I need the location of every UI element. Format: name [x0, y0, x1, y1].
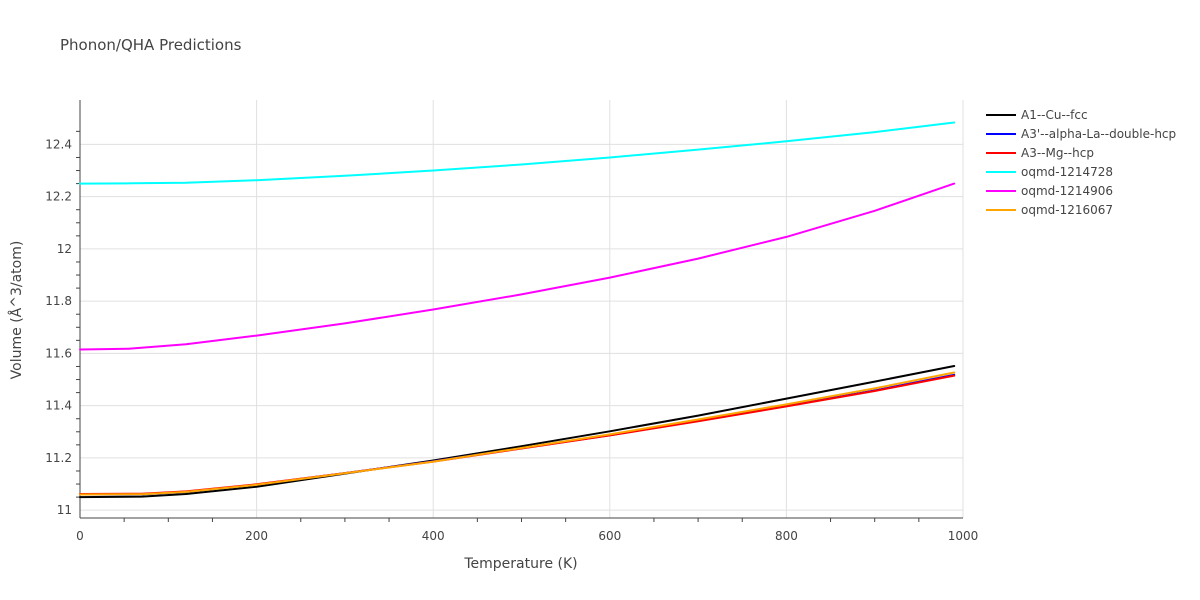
legend-item[interactable]: A1--Cu--fcc: [986, 108, 1088, 122]
series-line-A1--Cu--fcc: [79, 365, 956, 499]
y-tick-labels: 11 11.2 11.4 11.6 11.8 12 12.2 12.4: [45, 137, 72, 517]
y-tick-label: 12.4: [45, 137, 72, 151]
y-tick-label: 11.2: [45, 451, 72, 465]
y-axis-label: Volume (Å^3/atom): [8, 241, 25, 380]
x-tick-label: 200: [245, 529, 268, 543]
x-tick-label: 400: [422, 529, 445, 543]
x-tick-label: 0: [76, 529, 84, 543]
legend-item[interactable]: A3--Mg--hcp: [986, 146, 1094, 160]
legend-label: A1--Cu--fcc: [1021, 108, 1088, 122]
chart-title: Phonon/QHA Predictions: [60, 36, 242, 54]
grid: [80, 100, 964, 518]
legend-item[interactable]: oqmd-1214728: [986, 165, 1113, 179]
x-tick-labels: 0 200 400 600 800 1000: [76, 529, 978, 543]
series-line-oqmd-1214906: [79, 182, 956, 351]
y-tick-label: 12.2: [45, 190, 72, 204]
x-axis-label: Temperature (K): [463, 556, 577, 572]
series-line-oqmd-1214728: [79, 121, 956, 185]
legend-label: oqmd-1214906: [1021, 184, 1113, 198]
y-tick-label: 11.4: [45, 399, 72, 413]
y-tick-label: 11.6: [45, 346, 72, 360]
y-tick-label: 12: [57, 242, 72, 256]
x-tick-label: 1000: [948, 529, 979, 543]
y-tick-label: 11.8: [45, 294, 72, 308]
x-tick-label: 800: [775, 529, 798, 543]
series-line-A3--Mg--hcp: [79, 374, 956, 495]
x-tick-label: 600: [598, 529, 621, 543]
legend-label: A3'--alpha-La--double-hcp: [1021, 127, 1176, 141]
legend-label: oqmd-1216067: [1021, 203, 1113, 217]
legend-item[interactable]: oqmd-1214906: [986, 184, 1113, 198]
legend-label: oqmd-1214728: [1021, 165, 1113, 179]
legend: A1--Cu--fcc A3'--alpha-La--double-hcp A3--…: [986, 108, 1176, 217]
series-line-oqmd-1216067: [79, 371, 956, 496]
y-tick-label: 11: [57, 503, 72, 517]
legend-label: A3--Mg--hcp: [1021, 146, 1094, 160]
legend-item[interactable]: oqmd-1216067: [986, 203, 1113, 217]
legend-item[interactable]: A3'--alpha-La--double-hcp: [986, 127, 1176, 141]
series-line-A3'--alpha-La--double-hcp: [79, 373, 956, 496]
axes: [76, 100, 963, 522]
series-layer: [79, 121, 956, 499]
